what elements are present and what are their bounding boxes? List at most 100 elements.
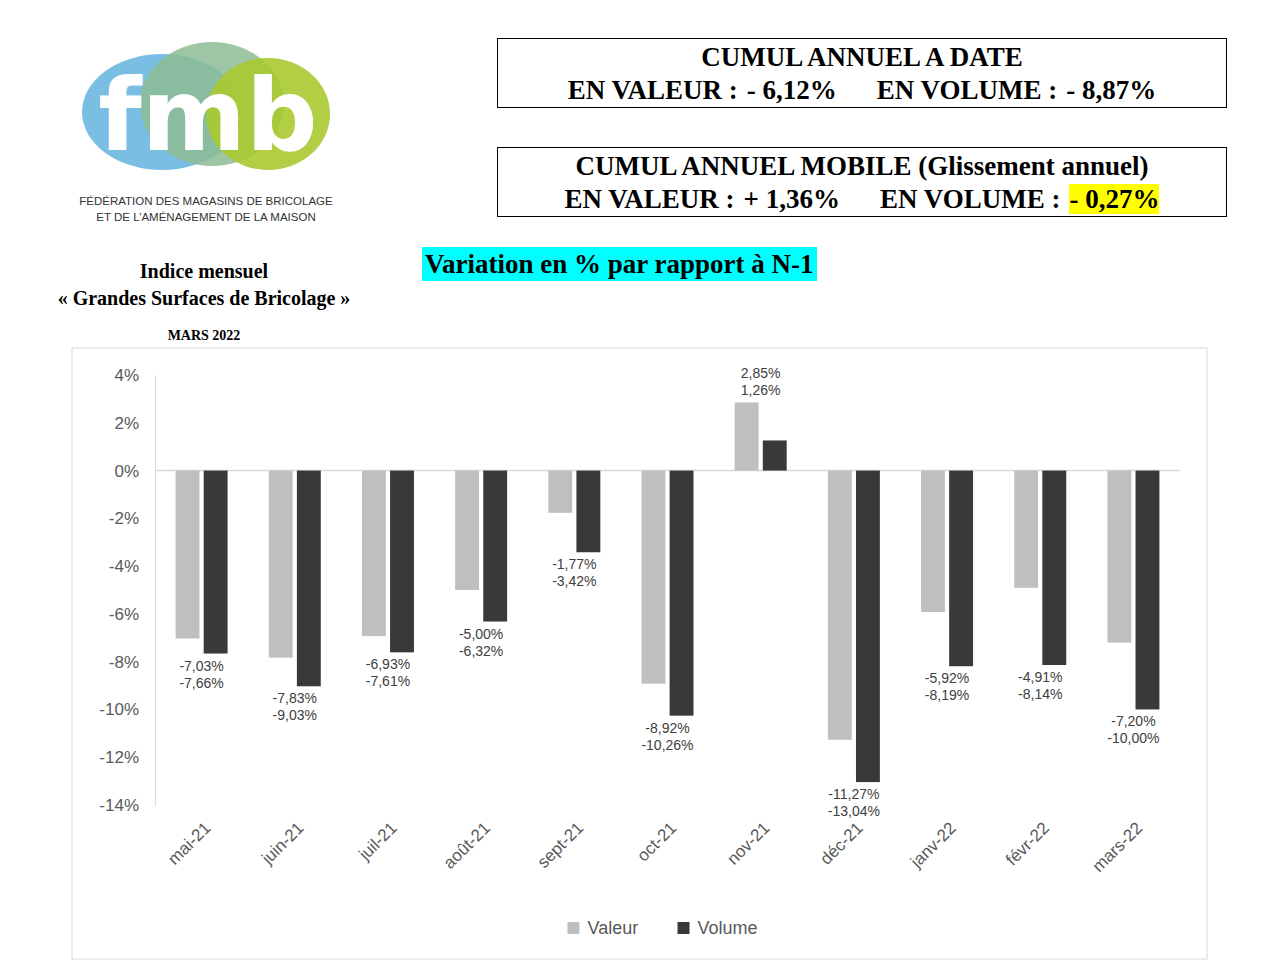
data-label: -10,00% <box>1107 730 1159 746</box>
box-item: EN VALEUR :+ 1,36% <box>565 181 840 217</box>
y-tick-label: 0% <box>114 461 139 480</box>
y-tick: -12% <box>99 748 155 767</box>
y-tick-label: -12% <box>99 748 139 767</box>
data-label: -6,32% <box>459 643 503 659</box>
chart-frame <box>72 348 1207 959</box>
data-label: 1,26% <box>741 382 781 398</box>
legend-swatch <box>568 922 580 934</box>
x-tick: sept-21 <box>534 805 588 872</box>
y-tick-label: -4% <box>109 557 139 576</box>
data-label: 2,85% <box>741 365 781 381</box>
y-tick: -2% <box>109 509 155 528</box>
data-labels: -7,03%-7,66%-7,83%-9,03%-6,93%-7,61%-5,0… <box>179 365 1159 819</box>
y-tick-label: 2% <box>114 414 139 433</box>
bar <box>1014 471 1038 588</box>
y-tick: 2% <box>114 414 155 433</box>
bar <box>390 471 414 653</box>
x-tick-label: oct-21 <box>633 818 680 865</box>
bars <box>176 402 1160 782</box>
data-label: -5,92% <box>925 670 969 686</box>
bar <box>856 471 880 783</box>
bar <box>297 471 321 687</box>
data-label: -10,26% <box>641 737 693 753</box>
logo-text: fmb <box>98 57 317 174</box>
subtitle: Indice mensuel <box>140 260 269 282</box>
y-tick-label: -6% <box>109 605 139 624</box>
x-tick: juil-21 <box>355 805 401 865</box>
data-label: -11,27% <box>828 786 879 802</box>
x-tick-label: mai-21 <box>164 818 214 868</box>
box-item-label: EN VOLUME : <box>880 184 1060 214</box>
y-tick: -4% <box>109 557 155 576</box>
x-tick: janv-22 <box>906 805 960 872</box>
x-axis-line <box>156 805 1181 806</box>
subtitle: MARS 2022 <box>168 328 241 343</box>
y-axis: -14%-12%-10%-8%-6%-4%-2%0%2%4% <box>99 366 155 815</box>
bar <box>1042 471 1066 665</box>
box-item-value: - 0,27% <box>1069 184 1159 214</box>
bar <box>483 471 507 622</box>
bar <box>642 471 666 684</box>
bar <box>670 471 694 716</box>
logo: fmb FÉDÉRATION DES MAGASINS DE BRICOLAGE E… <box>79 42 333 223</box>
data-label: -13,04% <box>828 803 880 819</box>
box-item-label: EN VALEUR : <box>565 184 735 214</box>
data-label: -6,93% <box>366 656 410 672</box>
y-tick: -6% <box>109 605 155 624</box>
y-tick: 0% <box>114 461 155 480</box>
subtitle: « Grandes Surfaces de Bricolage » <box>58 287 351 310</box>
x-tick-label: févr-22 <box>1002 818 1053 869</box>
x-tick: févr-22 <box>1002 805 1053 869</box>
box-item: EN VOLUME :- 8,87% <box>877 72 1156 108</box>
x-tick: oct-21 <box>633 805 680 865</box>
x-tick-label: déc-21 <box>816 818 866 868</box>
y-tick: -8% <box>109 653 155 672</box>
bar <box>1107 471 1131 643</box>
bar <box>763 440 787 470</box>
data-label: -9,03% <box>273 707 317 723</box>
box-item-label: EN VOLUME : <box>877 75 1057 105</box>
bar <box>176 471 200 639</box>
bar <box>362 471 386 637</box>
bar <box>576 471 600 553</box>
data-label: -7,83% <box>273 690 317 706</box>
data-label: -7,20% <box>1111 713 1155 729</box>
bar <box>455 471 479 590</box>
data-label: -4,91% <box>1018 669 1062 685</box>
data-label: -3,42% <box>552 573 596 589</box>
y-tick-label: -2% <box>109 509 139 528</box>
logo-line: ET DE L’AMÉNAGEMENT DE LA MAISON <box>96 211 315 223</box>
box-item: EN VOLUME : - 0,27% <box>880 181 1159 217</box>
y-tick-label: -10% <box>99 700 139 719</box>
x-tick-label: août-21 <box>440 818 494 872</box>
data-label: -7,61% <box>366 673 410 689</box>
y-tick: -14% <box>99 796 155 815</box>
page-svg: fmb FÉDÉRATION DES MAGASINS DE BRICOLAGE E… <box>0 0 1280 960</box>
data-label: -8,92% <box>645 720 689 736</box>
y-tick-label: -14% <box>99 796 139 815</box>
x-tick-label: juin-21 <box>257 818 307 868</box>
x-tick-label: mars-22 <box>1089 818 1147 876</box>
x-tick-label: janv-22 <box>906 818 960 872</box>
bar <box>921 471 945 612</box>
summary-box: CUMUL ANNUEL A DATEEN VALEUR :- 6,12%EN … <box>497 38 1227 108</box>
legend-label: Volume <box>698 918 758 938</box>
bar <box>204 471 228 654</box>
box-line: EN VALEUR :- 6,12% EN VOLUME :- 8,87% <box>498 72 1226 106</box>
legend-swatch <box>678 922 690 934</box>
y-tick-label: -8% <box>109 653 139 672</box>
bar <box>735 402 759 470</box>
data-label: -1,77% <box>552 556 596 572</box>
y-axis-line <box>155 376 156 806</box>
chart-title: Variation en % par rapport à N-1 <box>422 247 817 281</box>
legend-label: Valeur <box>588 918 639 938</box>
data-label: -8,14% <box>1018 686 1062 702</box>
box-item: EN VALEUR :- 6,12% <box>568 72 837 108</box>
logo-line: FÉDÉRATION DES MAGASINS DE BRICOLAGE <box>79 195 333 207</box>
x-tick: mai-21 <box>164 805 214 869</box>
box-item-label: EN VALEUR : <box>568 75 738 105</box>
x-tick: nov-21 <box>723 805 773 869</box>
data-label: -8,19% <box>925 687 969 703</box>
summary-box: CUMUL ANNUEL MOBILE (Glissement annuel)E… <box>497 147 1227 217</box>
x-tick: mars-22 <box>1089 805 1147 876</box>
